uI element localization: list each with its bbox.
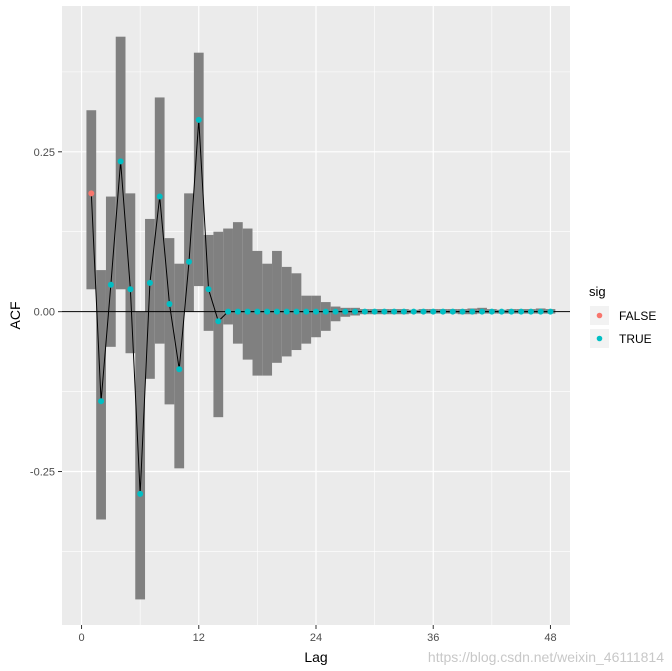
acf-point <box>273 308 280 315</box>
interval-bar <box>242 228 253 360</box>
x-axis: 0 12 24 36 48 <box>78 625 557 644</box>
acf-point <box>527 308 534 315</box>
acf-points <box>88 116 554 497</box>
acf-point <box>88 190 95 197</box>
acf-point <box>459 308 466 315</box>
acf-point <box>352 308 359 315</box>
acf-point <box>176 366 183 373</box>
legend-marker-true <box>596 335 603 342</box>
interval-bar <box>320 302 331 331</box>
interval-bar <box>232 222 243 344</box>
acf-point <box>117 158 124 165</box>
acf-point <box>410 308 417 315</box>
acf-point <box>293 308 300 315</box>
legend: sig FALSE TRUE <box>589 284 656 348</box>
legend-marker-false <box>596 312 603 319</box>
acf-point <box>430 308 437 315</box>
acf-point <box>98 398 105 405</box>
acf-point <box>264 308 271 315</box>
x-tick-label: 48 <box>544 632 556 644</box>
acf-point <box>127 286 134 293</box>
acf-point <box>234 308 241 315</box>
y-tick-label: 0.25 <box>34 147 55 159</box>
interval-bar <box>223 228 233 325</box>
acf-point <box>166 300 173 307</box>
acf-point <box>391 308 398 315</box>
acf-point <box>322 308 329 315</box>
interval-bar <box>311 295 321 338</box>
legend-title: sig <box>589 284 606 299</box>
acf-point <box>195 116 202 123</box>
interval-bar <box>105 196 116 347</box>
y-tick-label: -0.25 <box>30 467 55 479</box>
acf-point <box>186 258 192 265</box>
acf-point <box>332 308 339 315</box>
interval-bar <box>164 238 175 405</box>
acf-point <box>420 308 427 315</box>
acf-point <box>107 281 114 288</box>
interval-bar <box>184 193 194 312</box>
x-tick-label: 24 <box>310 632 322 644</box>
acf-point <box>156 193 163 200</box>
legend-label-false: FALSE <box>619 309 656 323</box>
acf-point <box>313 308 319 315</box>
interval-bar <box>135 311 146 600</box>
watermark: https://blog.csdn.net/weixin_46111814 <box>427 649 664 665</box>
y-axis: -0.25 0.00 0.25 <box>30 147 62 479</box>
interval-bar <box>213 231 224 418</box>
acf-point <box>400 308 407 315</box>
acf-point <box>361 308 368 315</box>
x-tick-label: 36 <box>427 632 439 644</box>
acf-point <box>488 308 495 315</box>
acf-point <box>342 308 349 315</box>
acf-point <box>547 308 554 315</box>
interval-bar <box>125 193 136 354</box>
y-tick-label: 0.00 <box>34 307 55 319</box>
acf-point <box>537 308 544 315</box>
x-axis-title: Lag <box>304 649 327 665</box>
acf-point <box>518 308 525 315</box>
acf-point <box>479 308 486 315</box>
acf-point <box>303 308 310 315</box>
interval-bar <box>154 97 165 344</box>
acf-point <box>381 308 388 315</box>
acf-point <box>469 308 476 315</box>
acf-point <box>440 308 446 315</box>
acf-point <box>498 308 505 315</box>
acf-point <box>254 308 261 315</box>
interval-bar <box>193 52 204 287</box>
acf-point <box>137 490 144 497</box>
interval-bar <box>272 250 282 363</box>
interval-bar <box>145 218 155 379</box>
acf-point <box>146 279 153 286</box>
acf-point <box>508 308 515 315</box>
acf-point <box>371 308 378 315</box>
acf-point <box>205 286 212 293</box>
x-tick-label: 0 <box>78 632 84 644</box>
acf-point <box>215 318 222 325</box>
legend-label-true: TRUE <box>619 332 652 346</box>
y-axis-title: ACF <box>7 302 23 330</box>
x-tick-label: 12 <box>193 632 205 644</box>
acf-point <box>283 308 290 315</box>
acf-point <box>225 308 232 315</box>
interval-bar <box>301 295 312 344</box>
acf-point <box>449 308 456 315</box>
interval-bar <box>262 263 273 376</box>
acf-point <box>244 308 251 315</box>
